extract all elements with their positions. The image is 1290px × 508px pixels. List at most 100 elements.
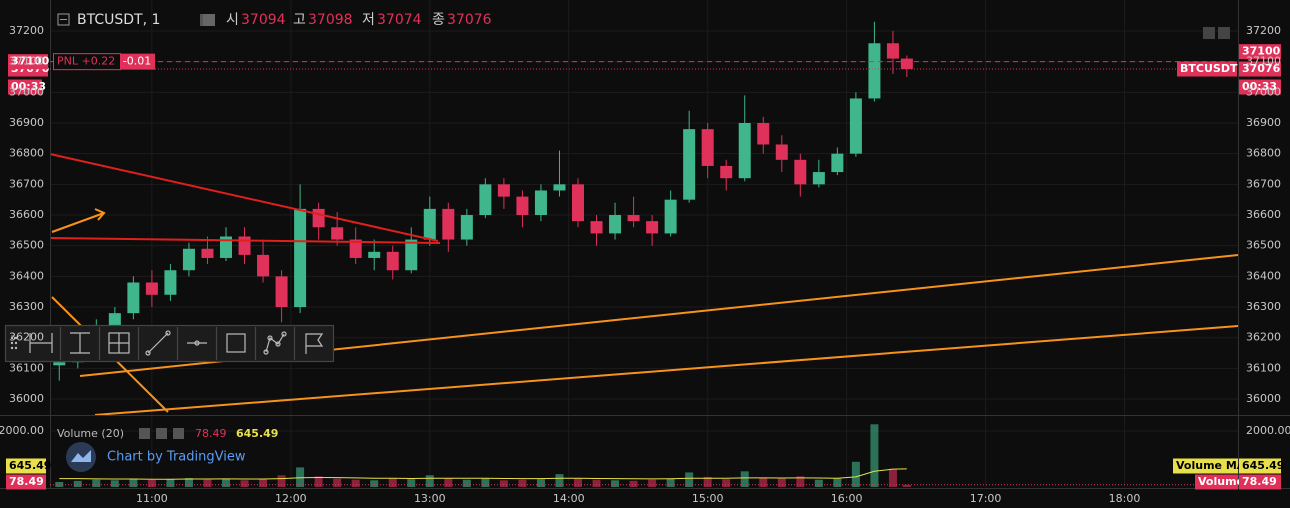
candle-body: [812, 172, 825, 185]
candle-body: [868, 43, 881, 99]
watermark-text[interactable]: Chart by TradingView: [107, 450, 246, 465]
drawing-toolbar: [4, 324, 335, 363]
last-price-tag-box: [1239, 61, 1281, 77]
candle-body: [386, 251, 399, 271]
overlay: 371003707600:33BTCUSDT370763710000:33PNL…: [6, 44, 1284, 490]
y-tick-label: 36400: [9, 269, 44, 282]
volume-bar: [703, 476, 712, 487]
y-tick-label: 36900: [1246, 116, 1281, 129]
candle-body: [53, 362, 66, 366]
candle-body: [201, 248, 214, 258]
candle-body: [497, 184, 510, 197]
y-tick-label: 36800: [1246, 147, 1281, 160]
volume-bar: [388, 478, 397, 487]
volume-bar: [759, 477, 768, 487]
pnl-value: -0.01: [123, 55, 151, 68]
y-tick-label: 36900: [9, 116, 44, 129]
price-range-tool[interactable]: [70, 332, 90, 354]
volume-bar: [796, 476, 805, 487]
settings-icon[interactable]: [203, 14, 215, 26]
volume-ma-tag-box: [1239, 458, 1281, 474]
position-price-tag: 37100: [11, 55, 50, 68]
candle-body: [145, 282, 158, 295]
eye-icon[interactable]: [139, 428, 150, 439]
volume-bar: [592, 479, 601, 487]
volume-bar: [740, 471, 749, 487]
candle-body: [331, 227, 344, 240]
y-tick-label: 36500: [1246, 239, 1281, 252]
candle-body: [312, 208, 325, 228]
volume-bar: [536, 479, 545, 487]
volume-bar: [722, 479, 731, 487]
flag-tool[interactable]: [305, 333, 324, 354]
y-tick-label: 36800: [9, 147, 44, 160]
path-tool[interactable]: [263, 331, 287, 355]
last-price-tag: 37076: [1242, 62, 1281, 75]
arrow-line: [51, 212, 105, 233]
scroll-button[interactable]: [1218, 27, 1230, 39]
volume-bar: [629, 480, 638, 487]
candle-body: [553, 184, 566, 191]
volume-bar: [296, 467, 305, 487]
candle-body: [590, 221, 603, 234]
legend-value: 37098: [308, 12, 353, 28]
volume-bar: [147, 480, 156, 487]
arrow-head: [94, 208, 106, 221]
y-tick-label: 37100: [1246, 55, 1281, 68]
candle-body: [238, 236, 251, 255]
candle-body: [275, 276, 288, 308]
rectangle-tool[interactable]: [226, 333, 246, 353]
volume-ma-line: [59, 468, 907, 480]
volume-bar: [574, 478, 582, 487]
volume-bar: [407, 479, 416, 487]
y-tick-label: 36700: [9, 177, 44, 190]
channel-line: [94, 325, 1239, 416]
trend-line-tool[interactable]: [145, 330, 171, 356]
volume-bar: [499, 480, 508, 487]
candle-body: [257, 254, 270, 277]
date-price-range-tool[interactable]: [108, 332, 130, 354]
candle-body: [794, 159, 807, 185]
close-icon[interactable]: [173, 428, 184, 439]
volume-bar: [685, 472, 694, 487]
date-range-tool[interactable]: [29, 333, 53, 353]
volume-bar: [481, 478, 490, 487]
candle-body: [182, 248, 195, 271]
x-tick-label: 11:00: [136, 492, 168, 505]
drag-handle[interactable]: [10, 336, 18, 350]
volume-value: 78.49: [195, 427, 227, 440]
legend-label: 저: [362, 12, 375, 28]
volume-ma-value: 645.49: [236, 427, 278, 440]
watermark: Chart by TradingView: [66, 442, 246, 472]
volume-bar: [902, 484, 911, 487]
y-tick-label: 2000.00: [0, 424, 44, 437]
plot-area: [53, 21, 913, 487]
horizontal-ray-tool[interactable]: [187, 340, 207, 346]
volume-ma-label-tag: Volume MA: [1176, 459, 1246, 472]
settings-icon[interactable]: [156, 428, 167, 439]
scroll-button[interactable]: [1203, 27, 1215, 39]
candle-body: [442, 208, 455, 240]
candle-body: [108, 313, 121, 326]
volume-bar: [425, 475, 434, 487]
collapse-icon[interactable]: [57, 13, 70, 26]
header: BTCUSDT, 1: [57, 12, 215, 28]
volume-bar: [611, 480, 620, 487]
x-tick-label: 13:00: [414, 492, 446, 505]
candle-body: [572, 184, 584, 222]
volume-bar: [129, 478, 138, 487]
symbol-title: BTCUSDT, 1: [77, 12, 160, 28]
timer-tag-box: [1239, 79, 1281, 95]
volume-tag: 78.49: [9, 475, 44, 488]
volume-bar: [851, 461, 860, 487]
volume-bar: [518, 479, 527, 487]
volume-title: Volume (20): [57, 427, 124, 440]
volume-bar: [314, 476, 323, 487]
candle-body: [368, 251, 381, 258]
candle-body: [757, 122, 770, 145]
x-tick-label: 18:00: [1109, 492, 1141, 505]
x-tick-label: 17:00: [970, 492, 1002, 505]
volume-bar: [870, 424, 879, 487]
